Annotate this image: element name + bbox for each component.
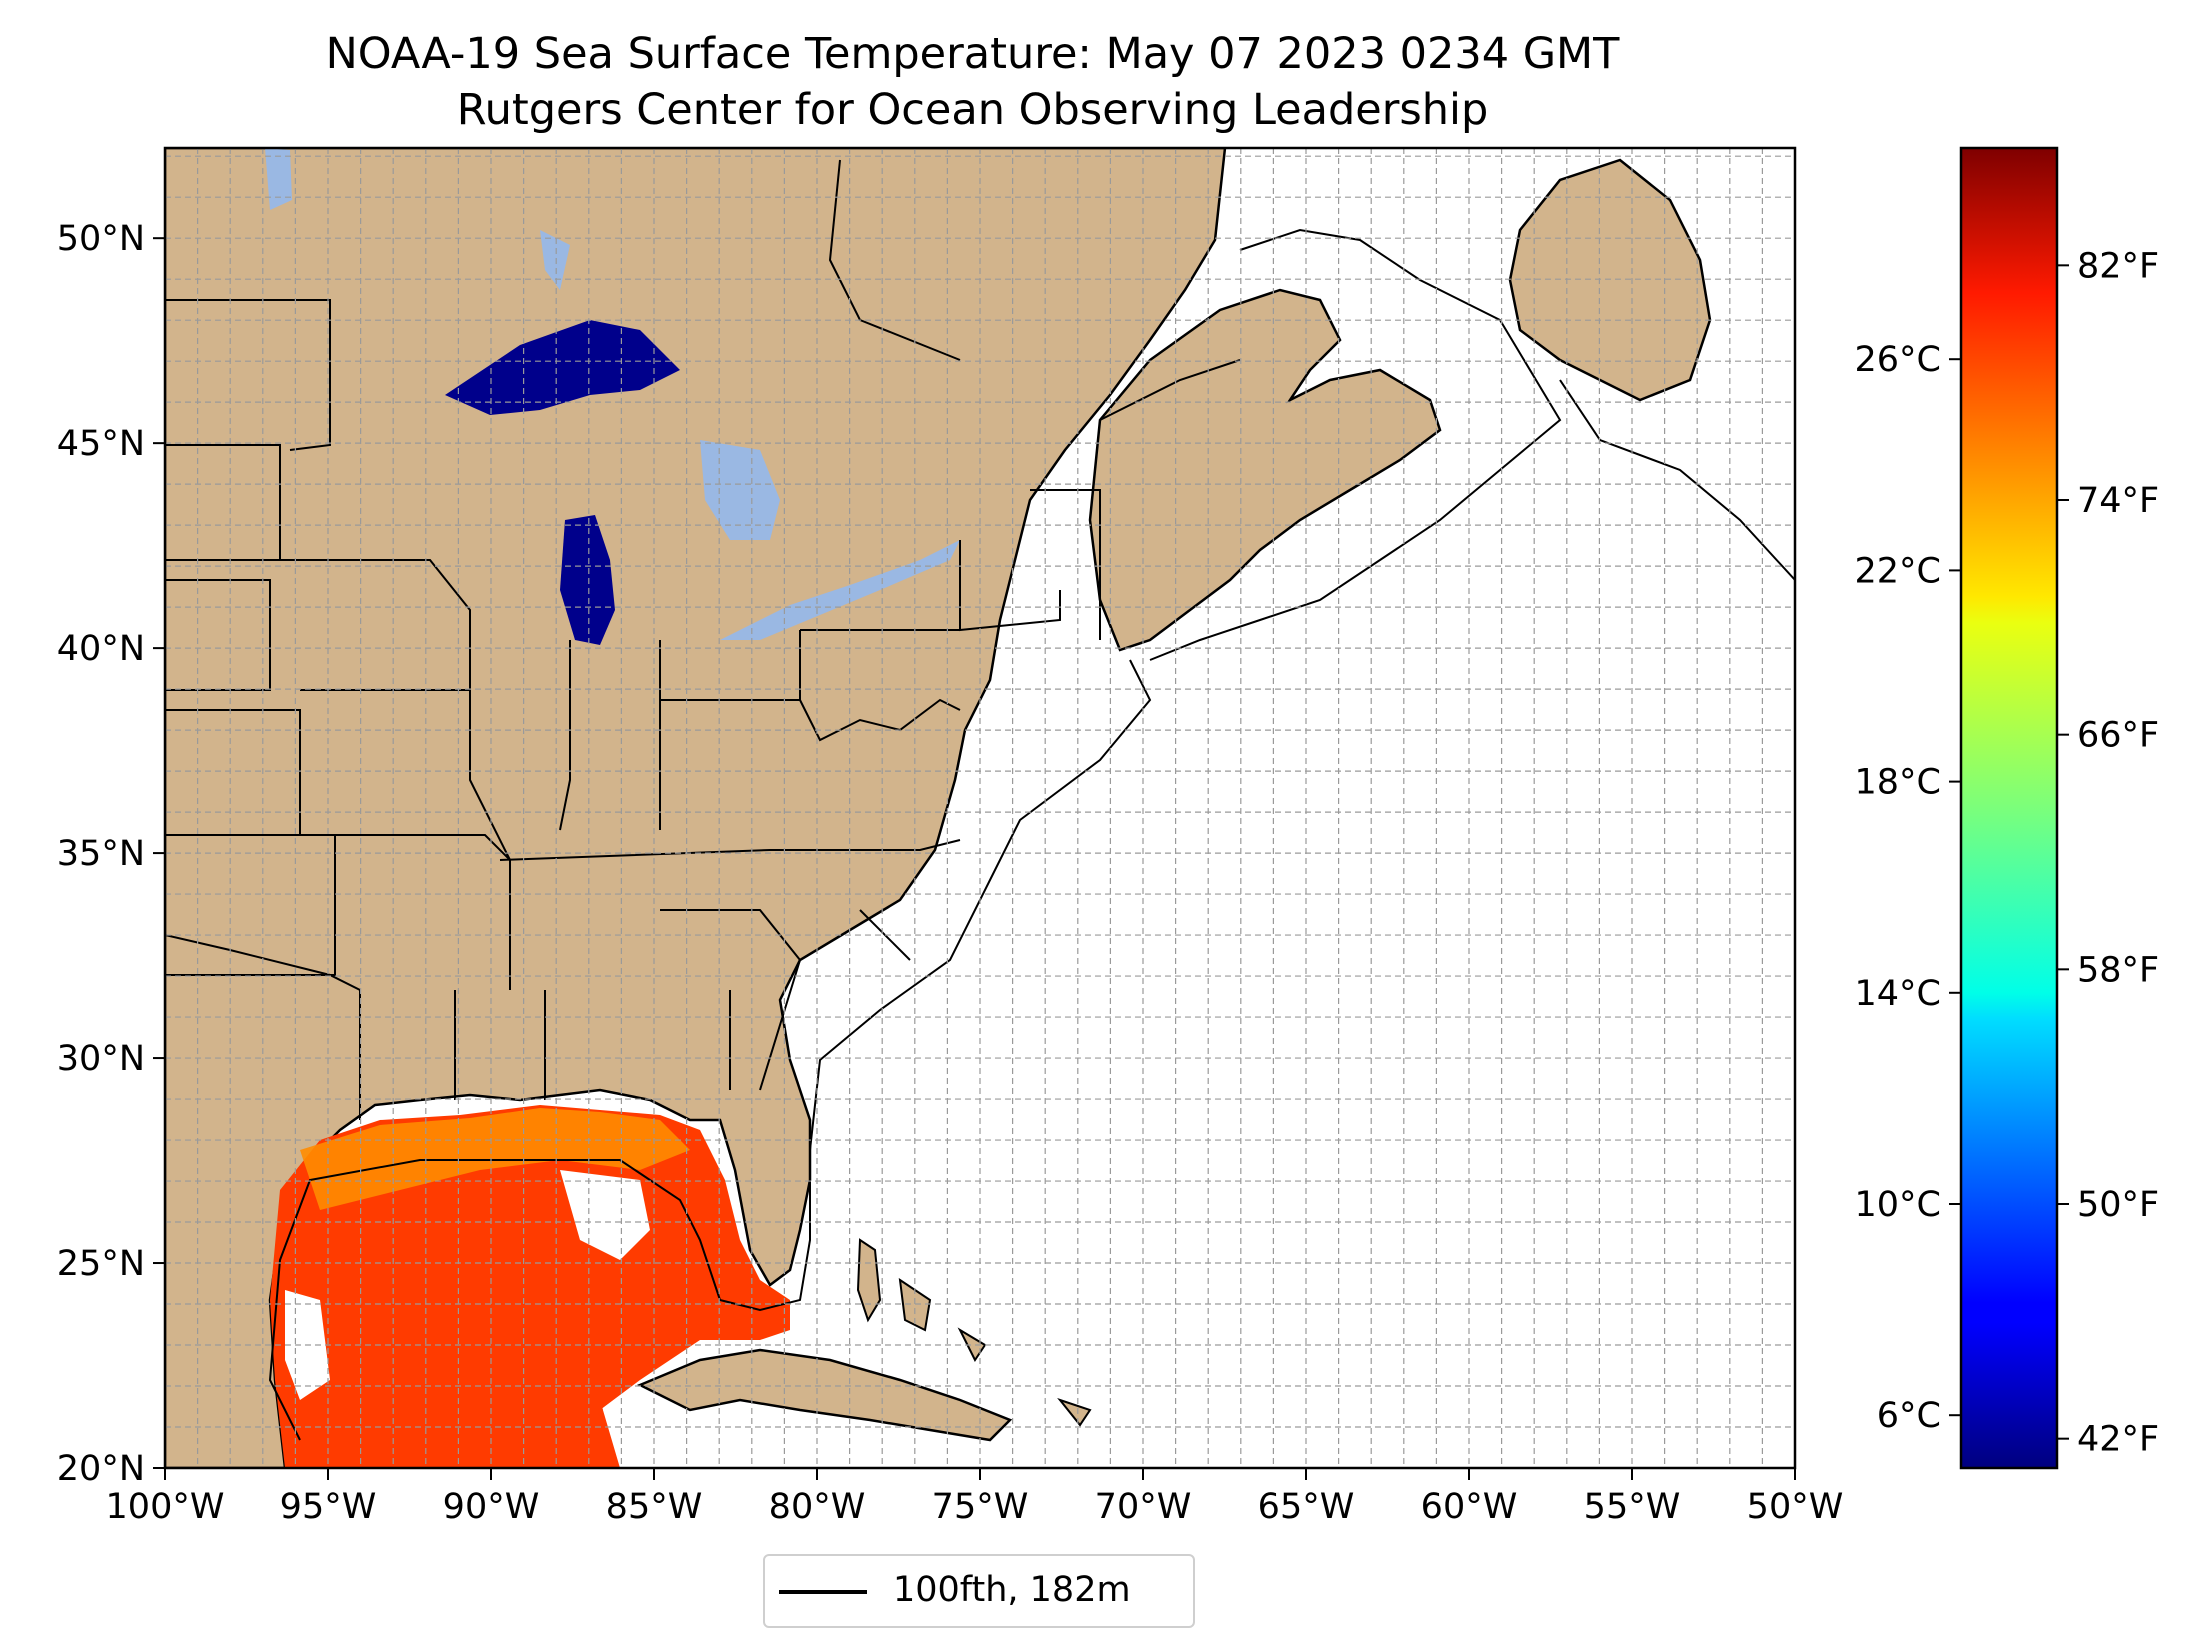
y-tick-label: 50°N xyxy=(57,219,145,259)
colorbar xyxy=(1959,146,2059,1470)
colorbar-celsius-label: 10°C xyxy=(1855,1185,1941,1225)
colorbar-celsius-label: 26°C xyxy=(1855,340,1941,380)
x-tick-label: 50°W xyxy=(1747,1487,1844,1527)
legend: 100fth, 182m xyxy=(763,1554,1195,1628)
cuba-land xyxy=(636,1348,1013,1442)
sst-gulf-of-mexico xyxy=(270,1105,790,1468)
bahamas-islands xyxy=(856,1238,1092,1427)
lake-erie-ontario xyxy=(720,540,960,640)
x-axis-ticks: 100°W 95°W 90°W 85°W 80°W 75°W 70°W 65°W 60°W 55°… xyxy=(106,1468,1844,1527)
x-tick-label: 65°W xyxy=(1258,1487,1355,1527)
y-tick-label: 20°N xyxy=(57,1449,145,1489)
isobath-100fth xyxy=(268,659,1152,1441)
north-america-land xyxy=(165,148,1227,1468)
sst-cloud-gap xyxy=(285,1170,650,1400)
x-tick-label: 90°W xyxy=(443,1487,540,1527)
x-tick-label: 80°W xyxy=(769,1487,866,1527)
y-tick-label: 30°N xyxy=(57,1039,145,1079)
x-tick-label: 95°W xyxy=(280,1487,377,1527)
colorbar-celsius-label: 22°C xyxy=(1855,551,1941,591)
isobath-newfoundland xyxy=(1559,379,1795,581)
x-tick-label: 70°W xyxy=(1095,1487,1192,1527)
colorbar-celsius-label: 6°C xyxy=(1877,1396,1941,1436)
colorbar-ticks: 26°C 22°C 18°C 14°C 10°C 6°C 82°F 74°F 66°F 58°F 5… xyxy=(1855,246,2160,1459)
colorbar-fahrenheit-label: 42°F xyxy=(2077,1420,2159,1460)
legend-line-swatch xyxy=(779,1590,867,1594)
chart-subtitle: Rutgers Center for Ocean Observing Leade… xyxy=(456,85,1489,135)
y-tick-label: 45°N xyxy=(57,424,145,464)
colorbar-fahrenheit-label: 58°F xyxy=(2077,950,2159,990)
gridlines xyxy=(165,148,1795,1468)
colorbar-celsius-label: 14°C xyxy=(1855,974,1941,1014)
chart-title: NOAA-19 Sea Surface Temperature: May 07 … xyxy=(325,29,1620,79)
colorbar-fahrenheit-label: 50°F xyxy=(2077,1185,2159,1225)
isobath-northeast xyxy=(1149,228,1562,661)
colorbar-fahrenheit-label: 82°F xyxy=(2077,246,2159,286)
colorbar-fahrenheit-label: 74°F xyxy=(2077,481,2159,521)
colorbar-celsius-label: 18°C xyxy=(1855,763,1941,803)
x-tick-label: 100°W xyxy=(106,1487,225,1527)
lake-michigan xyxy=(560,515,615,645)
colorbar-fahrenheit-label: 66°F xyxy=(2077,716,2159,756)
state-borders xyxy=(165,159,1241,1120)
y-tick-label: 35°N xyxy=(57,834,145,874)
x-tick-label: 75°W xyxy=(932,1487,1029,1527)
y-tick-label: 40°N xyxy=(57,629,145,669)
legend-label: 100fth, 182m xyxy=(893,1570,1131,1610)
x-tick-label: 60°W xyxy=(1421,1487,1518,1527)
y-tick-label: 25°N xyxy=(57,1244,145,1284)
newfoundland-land xyxy=(1508,158,1712,402)
lake-huron xyxy=(700,440,780,540)
x-tick-label: 55°W xyxy=(1584,1487,1681,1527)
maritimes-land xyxy=(1088,288,1442,652)
x-tick-label: 85°W xyxy=(606,1487,703,1527)
y-axis-ticks: 20°N 25°N 30°N 35°N 40°N 45°N 50°N xyxy=(57,219,165,1489)
